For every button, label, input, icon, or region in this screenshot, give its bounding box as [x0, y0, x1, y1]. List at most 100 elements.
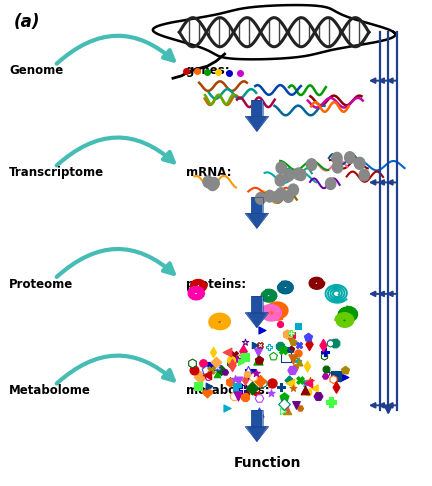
- Point: [281, 405, 288, 413]
- Point: [285, 347, 292, 355]
- Point: [203, 388, 210, 396]
- Point: [341, 366, 348, 374]
- Text: Transcriptome: Transcriptome: [10, 166, 105, 179]
- Point: [234, 392, 241, 400]
- Point: [332, 339, 339, 347]
- Point: [223, 348, 230, 356]
- Circle shape: [295, 169, 306, 181]
- Point: [223, 404, 230, 412]
- Point: [254, 348, 261, 356]
- Point: [197, 373, 204, 381]
- Point: [341, 373, 348, 381]
- Polygon shape: [246, 312, 268, 328]
- Point: [248, 384, 255, 392]
- Point: [333, 383, 340, 391]
- Point: [253, 390, 260, 398]
- Circle shape: [293, 168, 303, 180]
- Point: [288, 365, 295, 373]
- Point: [233, 382, 240, 390]
- Polygon shape: [247, 427, 267, 442]
- Point: [202, 366, 209, 374]
- Point: [188, 360, 195, 367]
- Circle shape: [276, 162, 286, 174]
- Point: [302, 386, 309, 394]
- Point: [294, 357, 301, 365]
- Circle shape: [332, 153, 342, 164]
- Point: [303, 380, 310, 387]
- Point: [305, 333, 311, 341]
- Polygon shape: [252, 410, 262, 427]
- Circle shape: [272, 191, 282, 203]
- Point: [333, 372, 340, 380]
- Point: [242, 339, 249, 347]
- Circle shape: [306, 159, 317, 171]
- Point: [207, 366, 214, 374]
- Circle shape: [355, 157, 365, 169]
- Polygon shape: [251, 410, 262, 427]
- Point: [328, 339, 335, 347]
- Point: [283, 353, 289, 361]
- Point: [218, 366, 225, 374]
- Point: [237, 359, 244, 366]
- Circle shape: [255, 192, 266, 204]
- Point: [226, 377, 233, 384]
- Point: [232, 356, 239, 364]
- Polygon shape: [247, 117, 267, 132]
- Polygon shape: [252, 197, 262, 213]
- Point: [235, 376, 242, 384]
- Point: [205, 382, 212, 389]
- Point: [327, 340, 334, 347]
- Point: [280, 407, 287, 415]
- Point: [295, 341, 302, 349]
- Point: [276, 320, 283, 328]
- Point: [281, 400, 288, 408]
- Polygon shape: [251, 197, 263, 213]
- Point: [276, 342, 283, 350]
- Polygon shape: [247, 312, 267, 328]
- Point: [200, 359, 206, 367]
- Point: [289, 331, 295, 339]
- Point: [292, 363, 299, 371]
- Point: [324, 371, 330, 379]
- Polygon shape: [251, 100, 262, 117]
- Point: [321, 352, 327, 360]
- Point: [315, 392, 322, 399]
- Text: Function: Function: [234, 456, 302, 470]
- Point: [203, 371, 210, 379]
- Circle shape: [354, 157, 365, 169]
- Point: [304, 362, 311, 370]
- Text: genes:: genes:: [186, 65, 231, 77]
- Polygon shape: [246, 427, 268, 442]
- Point: [213, 359, 219, 366]
- Point: [241, 386, 248, 394]
- Point: [256, 395, 263, 402]
- Point: [296, 376, 303, 383]
- Point: [254, 356, 261, 364]
- Point: [232, 376, 238, 383]
- Point: [213, 370, 220, 378]
- Circle shape: [284, 169, 294, 181]
- Point: [281, 393, 288, 400]
- Point: [208, 362, 215, 369]
- Point: [222, 368, 229, 376]
- Point: [295, 359, 302, 366]
- Text: Metabolome: Metabolome: [10, 384, 91, 398]
- Point: [230, 392, 237, 400]
- Point: [297, 404, 304, 412]
- Point: [290, 355, 297, 363]
- Point: [209, 347, 216, 355]
- Point: [295, 349, 302, 357]
- Polygon shape: [245, 117, 269, 132]
- Point: [233, 355, 240, 363]
- Point: [323, 365, 330, 373]
- Point: [320, 342, 327, 349]
- Point: [256, 413, 263, 420]
- Point: [327, 399, 334, 406]
- Point: [288, 329, 295, 336]
- Circle shape: [288, 184, 299, 196]
- Point: [307, 377, 314, 384]
- Point: [270, 352, 276, 360]
- Circle shape: [209, 177, 219, 189]
- Point: [305, 380, 311, 387]
- Point: [283, 406, 290, 414]
